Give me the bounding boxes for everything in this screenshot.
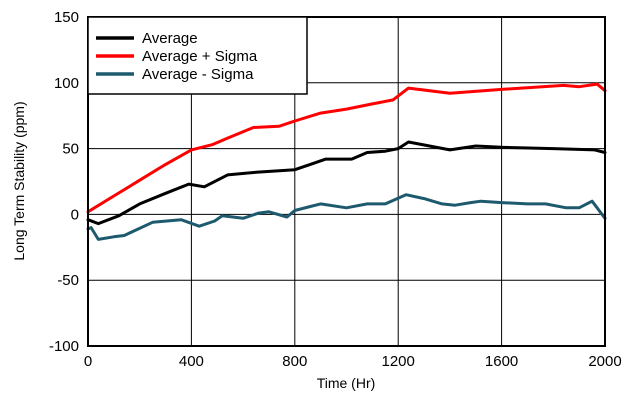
y-tick-label: 100 <box>54 75 79 92</box>
y-axis-label: Long Term Stability (ppm) <box>11 101 27 260</box>
y-tick-label: 50 <box>62 141 79 158</box>
legend-label-1: Average + Sigma <box>142 48 258 65</box>
legend-label-2: Average - Sigma <box>142 66 254 83</box>
series-layer <box>86 82 607 241</box>
x-tick-label: 0 <box>84 353 92 370</box>
series-line-average-sigma <box>86 193 607 241</box>
x-tick-label: 1600 <box>485 353 518 370</box>
y-tick-label: 0 <box>71 206 79 223</box>
x-tick-label: 1200 <box>382 353 415 370</box>
x-tick-label: 2000 <box>588 353 621 370</box>
x-tick-label: 800 <box>282 353 307 370</box>
y-tick-label: -50 <box>57 272 79 289</box>
y-tick-labels: 150 100 50 0 -50 -100 <box>49 9 79 355</box>
legend-label-0: Average <box>142 30 198 47</box>
y-tick-label: 150 <box>54 9 79 26</box>
series-line-average <box>86 140 607 226</box>
y-tick-label: -100 <box>49 338 79 355</box>
series-line-average-sigma <box>86 82 607 214</box>
x-axis-label: Time (Hr) <box>317 375 376 391</box>
x-tick-labels: 0 400 800 1200 1600 2000 <box>84 353 622 370</box>
x-tick-label: 400 <box>179 353 204 370</box>
plot-frame <box>87 16 606 347</box>
